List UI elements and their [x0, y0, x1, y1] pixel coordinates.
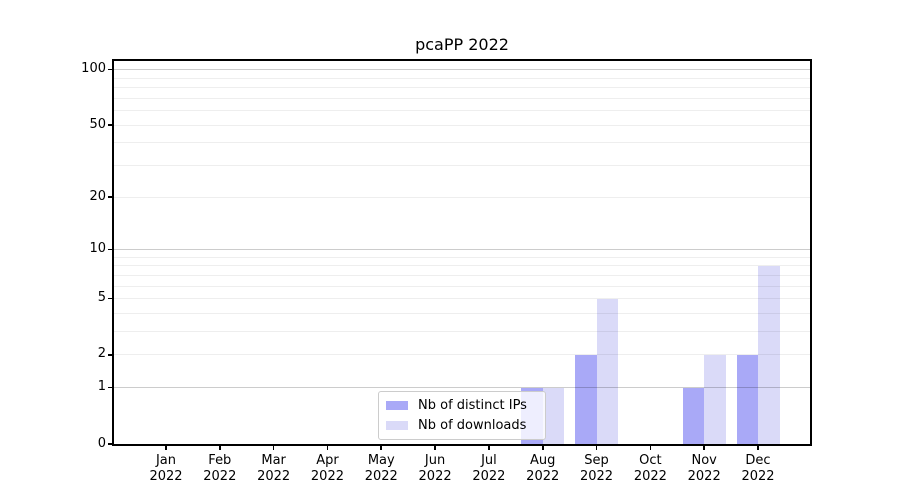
y-tick-label-5: 5 [97, 290, 106, 306]
legend-swatch-downloads [386, 421, 408, 430]
legend-label-distinct-ips: Nb of distinct IPs [418, 398, 527, 413]
bar-ips-Nov [682, 387, 705, 444]
x-tick-Nov [703, 446, 705, 450]
x-tick-label-Dec: Dec 2022 [741, 453, 775, 484]
x-tick-label-Jun: Jun 2022 [418, 453, 452, 484]
x-tick-Jan [165, 446, 167, 450]
x-tick-Mar [272, 446, 275, 450]
bar-downloads-Sep [596, 298, 619, 444]
y-tick-label-2: 2 [97, 346, 106, 362]
x-tick-label-Feb: Feb 2022 [203, 453, 237, 484]
x-tick-label-Jan: Jan 2022 [149, 453, 183, 484]
bar-ips-Dec [736, 354, 758, 444]
y-tick-label-0: 0 [97, 435, 106, 451]
x-tick-Apr [326, 446, 329, 450]
plot-area: Nb of distinct IPs Nb of downloads [112, 59, 812, 446]
x-tick-label-Apr: Apr 2022 [310, 453, 344, 484]
y-tick-label-10: 10 [89, 241, 106, 257]
y-tick-label-50: 50 [89, 116, 106, 132]
x-tick-Aug [541, 446, 544, 450]
x-tick-Feb [219, 446, 221, 450]
x-tick-Jun [434, 446, 436, 450]
x-tick-label-Oct: Oct 2022 [633, 453, 667, 484]
legend-swatch-distinct-ips [386, 401, 408, 410]
x-tick-label-May: May 2022 [364, 453, 398, 484]
x-tick-label-Mar: Mar 2022 [257, 453, 291, 484]
bars-layer [114, 61, 810, 444]
y-tick-label-100: 100 [81, 61, 106, 77]
bar-downloads-Dec [758, 265, 780, 444]
x-tick-Dec [757, 446, 759, 450]
x-tick-Jul [488, 446, 490, 450]
bar-downloads-Aug [542, 387, 565, 444]
x-tick-May [380, 446, 383, 450]
bar-ips-Sep [575, 354, 597, 444]
x-tick-label-Nov: Nov 2022 [687, 453, 721, 484]
legend-label-downloads: Nb of downloads [418, 418, 527, 433]
x-tick-Oct [649, 446, 652, 450]
legend-item-distinct-ips: Nb of distinct IPs [386, 397, 538, 414]
legend: Nb of distinct IPs Nb of downloads [378, 391, 546, 440]
bar-downloads-Nov [704, 354, 726, 444]
x-tick-label-Sep: Sep 2022 [579, 453, 614, 484]
legend-item-downloads: Nb of downloads [386, 417, 538, 434]
y-tick-label-20: 20 [89, 188, 106, 204]
x-tick-label-Jul: Jul 2022 [472, 453, 506, 484]
x-tick-Sep [595, 446, 598, 450]
x-tick-label-Aug: Aug 2022 [526, 453, 560, 484]
chart-title: pcaPP 2022 [415, 35, 509, 54]
y-tick-label-1: 1 [97, 379, 106, 395]
